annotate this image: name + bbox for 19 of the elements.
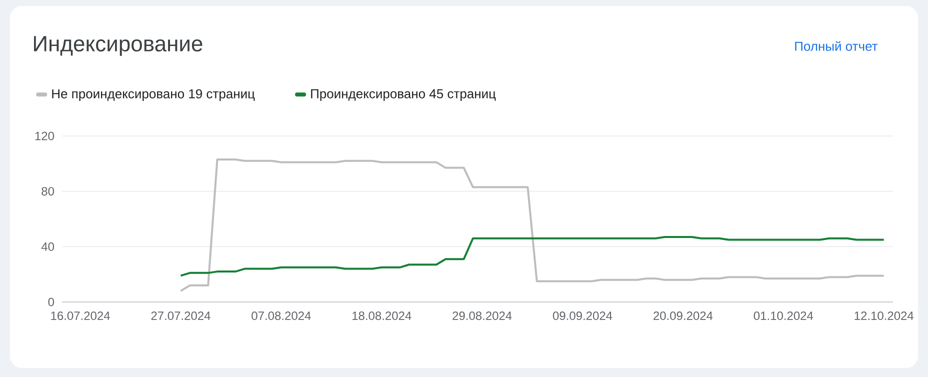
y-tick-label: 40 (41, 242, 54, 251)
chart-title: Индексирование (34, 36, 202, 56)
line-series (180, 236, 885, 277)
x-tick-label: 12.10.2024 (854, 312, 914, 320)
y-tick-label: 80 (42, 187, 54, 196)
x-tick-label: 27.07.2024 (151, 312, 210, 320)
x-tick-label: 16.07.2024 (51, 312, 110, 320)
y-tick-label: 0 (48, 298, 54, 306)
x-tick-label: 09.09.2024 (552, 312, 612, 320)
x-tick-label: 29.08.2024 (452, 312, 512, 320)
line-series (180, 158, 885, 292)
y-tick-label: 120 (35, 132, 54, 140)
x-tick-label: 20.09.2024 (654, 312, 713, 320)
x-tick-label: 07.08.2024 (252, 312, 311, 320)
legend-label: Не проиндексировано 19 страниц (52, 89, 255, 101)
legend-label: Проиндексировано 45 страниц (311, 89, 496, 101)
x-tick-label: 01.10.2024 (754, 312, 814, 320)
text: Полный отчет (795, 41, 878, 51)
x-tick-label: 18.08.2024 (352, 312, 412, 320)
